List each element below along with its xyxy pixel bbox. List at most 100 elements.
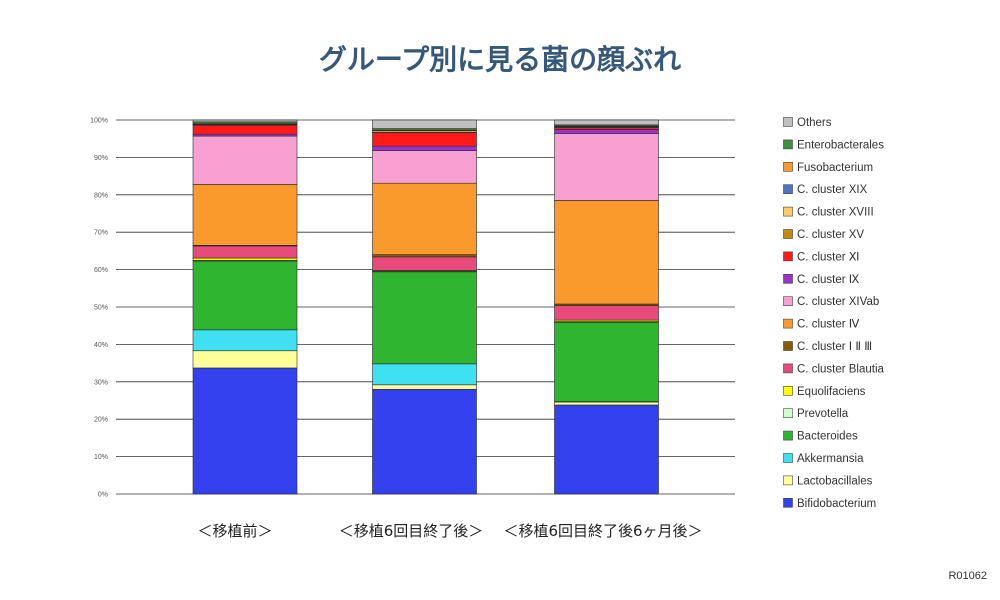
bar-segment	[192, 124, 298, 135]
legend-swatch	[783, 363, 793, 374]
legend-swatch	[783, 117, 793, 127]
legend-swatch	[783, 430, 793, 441]
legend-label: Lactobacillales	[797, 475, 873, 487]
legend-swatch	[783, 296, 793, 307]
y-tick-label: 50%	[94, 305, 108, 312]
legend-item: C. cluster Ⅺ	[783, 251, 860, 263]
legend-item: Fusobacterium	[783, 162, 873, 174]
legend-swatch	[783, 206, 793, 217]
legend-item: C. cluster XV	[783, 229, 864, 241]
legend-label: Fusobacterium	[797, 162, 873, 174]
legend-label: Akkermansia	[797, 453, 864, 465]
legend-swatch	[783, 251, 793, 262]
bar-segment	[554, 322, 659, 402]
legend-item: Akkermansia	[783, 453, 864, 465]
legend-item: C. cluster XVIII	[783, 206, 874, 219]
bar-segment	[372, 256, 477, 271]
legend-item: C. cluster XIX	[783, 184, 868, 196]
bar-segment	[192, 260, 298, 331]
legend: Others Enterobacterales Fusobacterium C. cl…	[783, 117, 885, 510]
bar-segment	[372, 363, 477, 386]
bar-segment	[192, 245, 298, 259]
bar-segment	[372, 145, 477, 151]
y-tick-label: 70%	[94, 230, 108, 237]
bar-segment	[372, 182, 477, 255]
bar-segment	[192, 257, 298, 261]
y-tick-label: 30%	[94, 379, 108, 386]
bar-segment	[554, 119, 659, 126]
legend-label: C. cluster XV	[797, 229, 864, 241]
legend-swatch	[783, 385, 793, 396]
bar-segment	[372, 271, 477, 365]
category-label: ＜移植前＞	[197, 522, 272, 540]
legend-swatch	[783, 475, 793, 486]
legend-swatch	[783, 408, 793, 419]
legend-label: C. cluster Ⅺ	[797, 251, 860, 263]
stacked-bar	[554, 119, 659, 495]
bar-segment	[372, 388, 477, 495]
legend-swatch	[783, 497, 793, 508]
legend-item: Bacteroides	[783, 430, 858, 443]
legend-label: C. cluster XVIII	[797, 207, 874, 219]
category-label: ＜移植6回目終了後＞	[339, 522, 484, 540]
legend-item: C. cluster XIVab	[783, 296, 879, 308]
bar-segment	[554, 200, 659, 305]
document-code: R01062	[948, 570, 987, 582]
legend-item: Equolifaciens	[783, 385, 866, 398]
legend-label: C. cluster Ⅰ Ⅱ Ⅲ	[797, 341, 872, 353]
bar-segment	[372, 384, 477, 390]
category-label: ＜移植6回目終了後6ヶ月後＞	[503, 522, 702, 540]
bar-segment	[192, 350, 298, 369]
legend-swatch	[783, 453, 793, 463]
bar-segment	[372, 132, 477, 147]
y-tick-label: 100%	[90, 118, 108, 125]
legend-swatch	[783, 341, 793, 351]
y-tick-label: 80%	[94, 192, 108, 199]
bar-segment	[192, 367, 298, 495]
bar-segment	[192, 119, 298, 123]
legend-swatch	[783, 139, 793, 150]
x-axis-categories: ＜移植前＞ ＜移植6回目終了後＞ ＜移植6回目終了後6ヶ月後＞	[197, 522, 702, 540]
legend-label: C. cluster XIX	[797, 184, 868, 196]
legend-label: Bacteroides	[797, 431, 858, 443]
y-tick-label: 90%	[94, 155, 108, 162]
bar-segment	[192, 184, 298, 246]
legend-item: C. cluster Ⅰ Ⅱ Ⅲ	[783, 341, 872, 353]
legend-swatch	[783, 184, 793, 194]
stacked-bar	[372, 119, 477, 495]
legend-swatch	[783, 162, 793, 172]
stacked-bar	[192, 119, 298, 495]
legend-label: Enterobacterales	[797, 139, 884, 151]
legend-item: Enterobacterales	[783, 139, 884, 151]
legend-label: C. cluster Blautia	[797, 363, 885, 375]
legend-label: Equolifaciens	[797, 386, 866, 398]
legend-label: Others	[797, 117, 832, 129]
bar-segment	[554, 133, 659, 201]
bar-segment	[192, 135, 298, 185]
y-tick-label: 60%	[94, 267, 108, 274]
bars	[192, 119, 659, 495]
bar-segment	[192, 329, 298, 352]
page-title: グループ別に見る菌の顔ぶれ	[318, 43, 682, 76]
legend-swatch	[783, 273, 793, 284]
legend-item: C. cluster Ⅳ	[783, 318, 860, 331]
legend-label: Bifidobacterium	[797, 498, 876, 510]
bar-segment	[372, 254, 477, 258]
y-tick-label: 10%	[94, 454, 108, 461]
legend-item: C. cluster Blautia	[783, 363, 885, 375]
legend-swatch	[783, 318, 793, 329]
legend-label: C. cluster XIVab	[797, 296, 879, 308]
legend-item: C. cluster Ⅸ	[783, 273, 860, 286]
bar-segment	[554, 305, 659, 321]
legend-item: Bifidobacterium	[783, 497, 876, 510]
legend-label: C. cluster Ⅳ	[797, 319, 860, 331]
legend-swatch	[783, 229, 793, 239]
legend-item: Prevotella	[783, 408, 849, 420]
legend-item: Others	[783, 117, 832, 129]
bar-segment	[554, 401, 659, 406]
bar-segment	[554, 129, 659, 134]
legend-label: C. cluster Ⅸ	[797, 274, 860, 286]
bar-segment	[554, 404, 659, 495]
y-tick-label: 0%	[98, 492, 108, 499]
